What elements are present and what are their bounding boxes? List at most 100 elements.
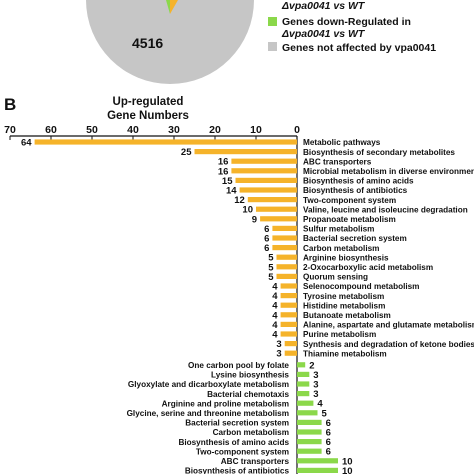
category-label-up: Selenocompound metabolism bbox=[303, 282, 419, 291]
category-label-down: Bacterial chemotaxis bbox=[207, 390, 289, 399]
pie-legend: Δvpa0041 vs WT Genes down-Regulated in Δ… bbox=[268, 0, 436, 54]
data-label-up: 5 bbox=[268, 262, 274, 273]
data-label-up: 64 bbox=[21, 138, 32, 149]
bar-down bbox=[297, 429, 322, 435]
data-label-down: 6 bbox=[326, 418, 331, 429]
x-tick-label: 20 bbox=[209, 124, 221, 136]
bar-up bbox=[280, 283, 297, 289]
bar-down bbox=[297, 400, 314, 406]
category-label-up: Carbon metabolism bbox=[303, 244, 379, 253]
bar-up bbox=[280, 302, 297, 308]
data-label-down: 6 bbox=[326, 437, 331, 448]
category-label-up: Purine metabolism bbox=[303, 330, 376, 339]
category-label-up: 2-Oxocarboxylic acid metabolism bbox=[303, 263, 433, 272]
data-label-up: 14 bbox=[226, 186, 237, 197]
data-label-down: 3 bbox=[313, 370, 318, 381]
category-label-down: Arginine and proline metabolism bbox=[162, 399, 289, 408]
data-label-down: 6 bbox=[326, 447, 331, 458]
x-tick-label: 10 bbox=[250, 124, 262, 136]
category-label-down: Biosynthesis of amino acids bbox=[178, 438, 289, 447]
legend-text-down-2: Δvpa0041 vs WT bbox=[281, 28, 366, 40]
category-label-up: Butanoate metabolism bbox=[303, 311, 391, 320]
category-label-down: Glycine, serine and threonine metabolism bbox=[127, 409, 289, 418]
data-label-up: 12 bbox=[234, 195, 245, 206]
bar-up bbox=[194, 149, 297, 155]
category-label-up: Biosynthesis of antibiotics bbox=[303, 186, 408, 195]
bar-up bbox=[276, 254, 297, 260]
data-label-down: 2 bbox=[309, 360, 314, 371]
legend-swatch-not-affected bbox=[268, 42, 277, 51]
data-label-down: 3 bbox=[313, 380, 318, 391]
category-label-up: Alanine, aspartate and glutamate metabol… bbox=[303, 321, 474, 330]
data-label-up: 16 bbox=[218, 157, 229, 168]
category-label-up: Valine, leucine and isoleucine degradati… bbox=[303, 205, 468, 214]
category-label-up: Two-component system bbox=[303, 196, 396, 205]
data-label-up: 4 bbox=[272, 310, 278, 321]
data-label-up: 15 bbox=[222, 176, 233, 187]
bar-up bbox=[231, 158, 297, 164]
legend-text-not-affected: Genes not affected by vpa0041 bbox=[282, 42, 436, 54]
legend-text-down: Genes down-Regulated in bbox=[282, 16, 411, 28]
category-label-down: Lysine biosynthesis bbox=[211, 371, 289, 380]
bar-up bbox=[280, 331, 297, 337]
panel-label: B bbox=[4, 95, 16, 114]
category-label-up: Arginine biosynthesis bbox=[303, 253, 389, 262]
data-label-down: 10 bbox=[342, 456, 353, 467]
bar-down bbox=[297, 362, 306, 368]
bar-up bbox=[34, 139, 297, 145]
bar-up bbox=[284, 350, 297, 356]
pie-slice-up bbox=[170, 0, 178, 14]
data-label-down: 4 bbox=[317, 399, 323, 410]
bar-up bbox=[272, 225, 297, 231]
chart-title: Up-regulated bbox=[113, 96, 184, 108]
data-label-up: 6 bbox=[264, 234, 269, 245]
bar-down bbox=[297, 458, 338, 464]
x-axis: 70 60 50 40 30 20 10 0 bbox=[4, 124, 300, 474]
data-label-up: 16 bbox=[218, 166, 229, 177]
data-label-up: 6 bbox=[264, 224, 269, 235]
x-axis-label: Gene Numbers bbox=[107, 110, 189, 122]
category-label-down: Two-component system bbox=[196, 447, 289, 456]
category-label-up: ABC transporters bbox=[303, 157, 372, 166]
bar-up bbox=[284, 341, 297, 347]
category-label-down: Biosynthesis of antibiotics bbox=[185, 467, 290, 474]
x-tick-label: 50 bbox=[86, 124, 98, 136]
category-label-up: Sulfur metabolism bbox=[303, 225, 374, 234]
category-label-down: Bacterial secretion system bbox=[185, 419, 289, 428]
bar-up bbox=[231, 168, 297, 174]
category-label-up: Biosynthesis of amino acids bbox=[303, 177, 414, 186]
category-label-up: Histidine metabolism bbox=[303, 301, 385, 310]
category-label-up: Metabolic pathways bbox=[303, 138, 381, 147]
category-label-up: Microbial metabolism in diverse environm… bbox=[303, 167, 474, 176]
legend-swatch-down bbox=[268, 17, 277, 26]
category-label-down: ABC transporters bbox=[221, 457, 290, 466]
data-label-down: 5 bbox=[322, 408, 328, 419]
bar-up bbox=[235, 177, 297, 183]
bar-down bbox=[297, 448, 322, 454]
bar-up bbox=[276, 273, 297, 279]
data-label-up: 9 bbox=[252, 214, 257, 225]
bar-up bbox=[272, 245, 297, 251]
data-label-up: 4 bbox=[272, 282, 278, 293]
bar-down bbox=[297, 381, 310, 387]
bar-up bbox=[272, 235, 297, 241]
bar-up bbox=[276, 264, 297, 270]
bar-down bbox=[297, 419, 322, 425]
data-label-up: 25 bbox=[181, 147, 192, 158]
x-tick-label: 0 bbox=[294, 124, 300, 136]
data-label-up: 4 bbox=[272, 291, 278, 302]
category-label-up: Synthesis and degradation of ketone bodi… bbox=[303, 340, 474, 349]
x-tick-label: 70 bbox=[4, 124, 16, 136]
bar-down bbox=[297, 439, 322, 445]
bar-up bbox=[260, 216, 297, 222]
bar-up bbox=[280, 321, 297, 327]
bar-down bbox=[297, 371, 310, 377]
bar-down bbox=[297, 391, 310, 397]
x-tick-label: 40 bbox=[127, 124, 139, 136]
x-tick-label: 30 bbox=[168, 124, 180, 136]
data-label-up: 6 bbox=[264, 243, 269, 254]
category-label-up: Bacterial secretion system bbox=[303, 234, 407, 243]
category-label-up: Propanoate metabolism bbox=[303, 215, 396, 224]
x-tick-label: 60 bbox=[45, 124, 57, 136]
